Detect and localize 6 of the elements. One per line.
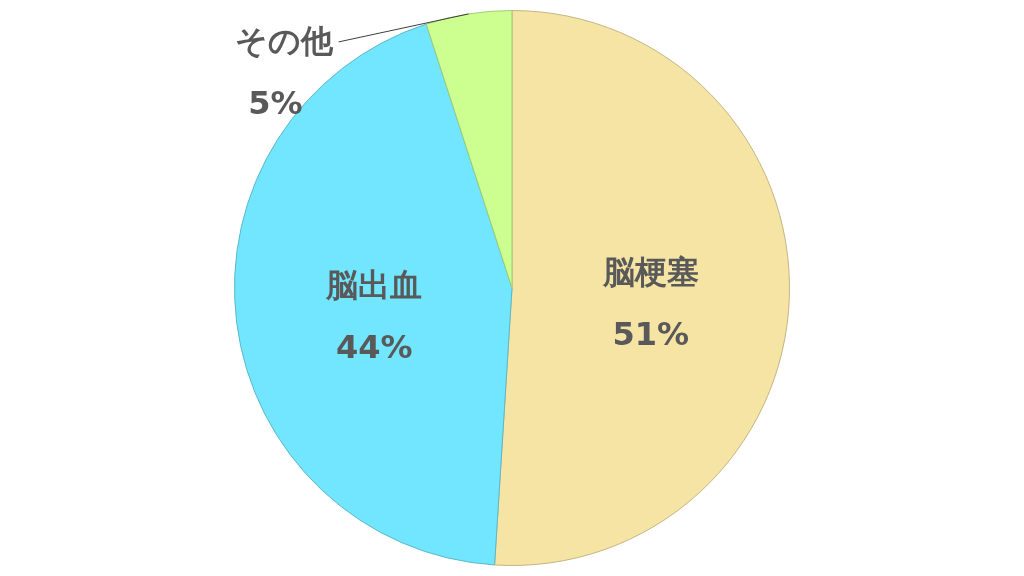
slice-label: 脳梗塞 xyxy=(601,252,699,291)
data-label: 5% xyxy=(248,84,303,123)
slice-label: その他 xyxy=(234,22,334,61)
data-label: 44% xyxy=(336,327,413,366)
slice-label: 脳出血 xyxy=(325,265,423,304)
data-label: 51% xyxy=(612,314,689,353)
